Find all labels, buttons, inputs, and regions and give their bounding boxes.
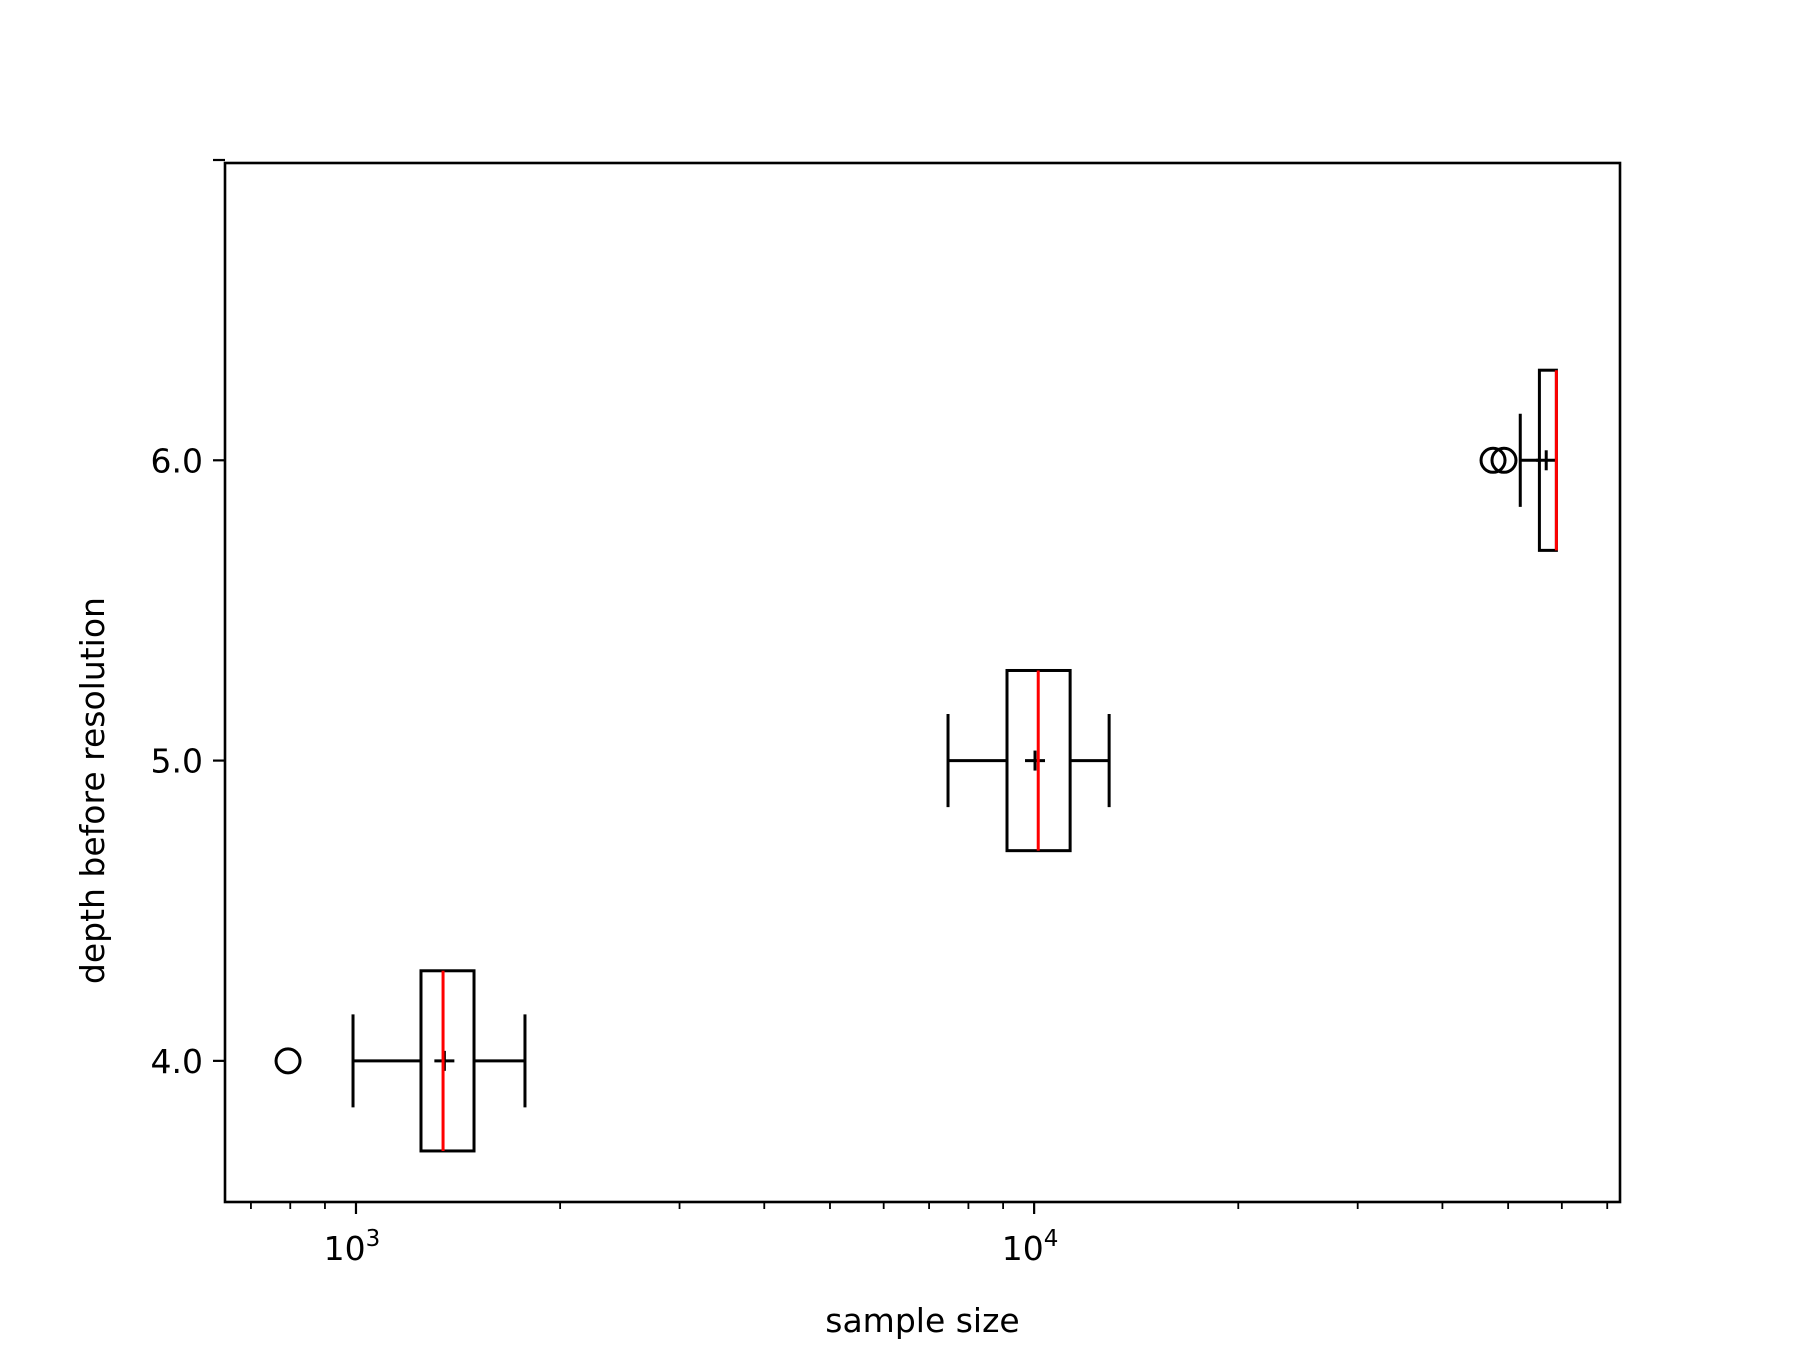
iqr-box	[419, 969, 476, 1153]
box-group-4.0	[274, 969, 527, 1153]
x-tick-label: 103	[324, 1226, 381, 1268]
y-tick-label: 6.0	[151, 441, 203, 480]
x-axis-label: sample size	[825, 1301, 1019, 1340]
y-tick-label: 5.0	[151, 742, 203, 781]
y-axis-ticks: 4.0 5.0 6.0	[151, 158, 225, 1081]
x-tick-label: 104	[1002, 1226, 1059, 1268]
box-series	[274, 368, 1558, 1153]
outlier-marker	[274, 1047, 302, 1075]
box-group-6.0	[1479, 368, 1558, 552]
outlier-marker	[1479, 446, 1507, 474]
axes-frame	[223, 161, 1622, 1204]
y-axis-label: depth before resolution	[73, 597, 112, 984]
x-axis-ticks: 103 104	[250, 1202, 1609, 1268]
box-group-5.0	[946, 668, 1111, 853]
outlier-marker	[1490, 446, 1518, 474]
y-tick-label: 4.0	[151, 1042, 203, 1081]
